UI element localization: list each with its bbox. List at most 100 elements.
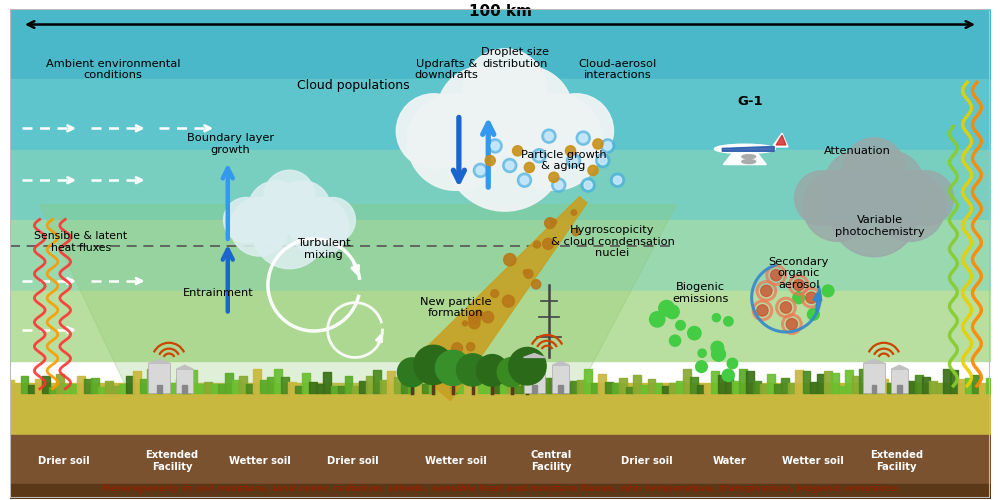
- Text: Sensible & latent
heat fluxes: Sensible & latent heat fluxes: [34, 231, 127, 252]
- Circle shape: [485, 156, 495, 166]
- Circle shape: [610, 173, 625, 188]
- Polygon shape: [148, 360, 170, 364]
- Circle shape: [593, 139, 603, 149]
- Circle shape: [253, 196, 326, 268]
- Text: G-1: G-1: [737, 96, 763, 108]
- Circle shape: [452, 343, 463, 354]
- Circle shape: [551, 219, 557, 225]
- Circle shape: [688, 326, 701, 340]
- Text: Central
Facility: Central Facility: [530, 450, 572, 472]
- Circle shape: [503, 158, 517, 172]
- Circle shape: [666, 305, 679, 318]
- Circle shape: [613, 176, 622, 184]
- Bar: [558, 386, 563, 392]
- Circle shape: [584, 181, 592, 189]
- Circle shape: [474, 310, 483, 318]
- Text: Extended
Facility: Extended Facility: [145, 450, 199, 472]
- Text: Drier soil: Drier soil: [38, 456, 90, 466]
- Circle shape: [523, 270, 528, 274]
- Text: Wetter soil: Wetter soil: [425, 456, 487, 466]
- Circle shape: [290, 198, 349, 256]
- Circle shape: [712, 314, 720, 322]
- Text: Extended
Facility: Extended Facility: [870, 450, 923, 472]
- Text: Entrainment: Entrainment: [183, 288, 253, 298]
- Circle shape: [569, 156, 578, 164]
- Circle shape: [482, 312, 494, 323]
- Circle shape: [497, 358, 526, 386]
- Circle shape: [565, 146, 576, 156]
- Circle shape: [571, 210, 577, 216]
- Circle shape: [407, 94, 504, 190]
- Circle shape: [727, 358, 738, 368]
- Circle shape: [596, 154, 610, 168]
- Circle shape: [786, 318, 797, 330]
- Polygon shape: [891, 366, 908, 369]
- Circle shape: [793, 292, 805, 304]
- Circle shape: [698, 349, 706, 358]
- Text: Ambient environmental
conditions: Ambient environmental conditions: [46, 59, 180, 80]
- Circle shape: [275, 181, 331, 237]
- Circle shape: [599, 156, 607, 164]
- Circle shape: [579, 134, 587, 142]
- Circle shape: [588, 166, 598, 175]
- Circle shape: [509, 348, 546, 385]
- Circle shape: [793, 280, 804, 290]
- Circle shape: [491, 142, 499, 150]
- Text: Biogenic
emissions: Biogenic emissions: [673, 282, 729, 304]
- Polygon shape: [772, 133, 788, 147]
- Bar: [891, 369, 908, 392]
- Circle shape: [761, 285, 772, 296]
- Circle shape: [572, 228, 579, 235]
- Ellipse shape: [742, 154, 756, 158]
- Circle shape: [248, 181, 304, 237]
- Circle shape: [506, 94, 603, 190]
- Circle shape: [469, 318, 480, 329]
- Circle shape: [414, 346, 453, 385]
- Polygon shape: [408, 196, 587, 400]
- Bar: [157, 386, 162, 392]
- Text: Cloud populations: Cloud populations: [297, 78, 409, 92]
- Bar: [182, 386, 187, 392]
- Circle shape: [555, 181, 563, 189]
- Circle shape: [435, 350, 471, 386]
- Circle shape: [899, 171, 954, 226]
- Circle shape: [844, 138, 905, 199]
- Circle shape: [533, 241, 541, 248]
- Circle shape: [491, 290, 499, 298]
- Circle shape: [696, 361, 707, 372]
- Circle shape: [712, 348, 725, 361]
- Circle shape: [264, 170, 315, 221]
- Circle shape: [506, 162, 514, 170]
- Circle shape: [539, 94, 613, 168]
- Text: Drier soil: Drier soil: [621, 456, 673, 466]
- Circle shape: [532, 280, 541, 289]
- Text: Water: Water: [713, 456, 747, 466]
- Polygon shape: [176, 366, 193, 369]
- Circle shape: [437, 66, 529, 158]
- Circle shape: [224, 198, 269, 243]
- Circle shape: [803, 171, 873, 242]
- Text: Updrafts &
downdrafts: Updrafts & downdrafts: [414, 59, 478, 80]
- Text: Cloud-aerosol
interactions: Cloud-aerosol interactions: [578, 59, 657, 80]
- Bar: [176, 369, 193, 392]
- Circle shape: [535, 152, 543, 160]
- Circle shape: [504, 254, 516, 266]
- Circle shape: [532, 148, 546, 163]
- Circle shape: [757, 305, 768, 316]
- Polygon shape: [863, 360, 885, 364]
- Circle shape: [524, 162, 534, 172]
- Circle shape: [604, 142, 612, 150]
- Circle shape: [545, 132, 553, 140]
- Text: Attenuation: Attenuation: [824, 146, 891, 156]
- Text: Variable
photochemistry: Variable photochemistry: [835, 216, 925, 237]
- Circle shape: [724, 316, 733, 326]
- Text: Drier soil: Drier soil: [327, 456, 379, 466]
- Circle shape: [452, 358, 463, 368]
- Text: Hygroscopicity
& cloud condensation
nuclei: Hygroscopicity & cloud condensation nucl…: [551, 226, 675, 258]
- Circle shape: [576, 131, 590, 145]
- Circle shape: [659, 300, 674, 316]
- Circle shape: [581, 178, 595, 192]
- Polygon shape: [524, 354, 545, 358]
- Circle shape: [856, 150, 924, 218]
- Circle shape: [676, 320, 685, 330]
